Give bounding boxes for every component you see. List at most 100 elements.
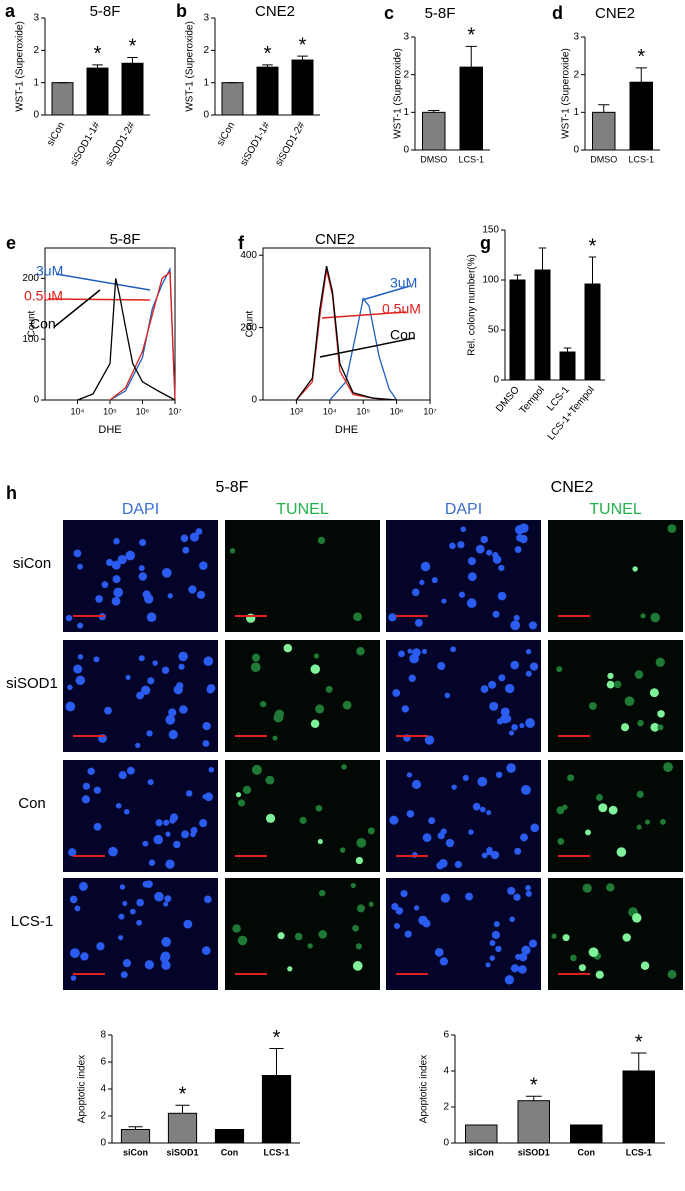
chart-title: CNE2: [595, 5, 635, 22]
cell-nucleus: [310, 664, 320, 674]
cell-nucleus: [613, 680, 622, 689]
cell-nucleus: [439, 957, 449, 966]
cell-nucleus: [113, 538, 120, 545]
cell-nucleus: [486, 810, 492, 816]
cell-nucleus: [140, 685, 151, 695]
cell-nucleus: [504, 975, 515, 985]
cell-nucleus: [122, 959, 132, 968]
cell-nucleus: [82, 782, 90, 790]
x-tick-label: Con: [221, 1147, 239, 1157]
bar: [629, 81, 653, 151]
legend-pointer: [319, 337, 415, 358]
cell-nucleus: [507, 886, 516, 895]
panel-letter: g: [480, 233, 491, 253]
histogram-curve: [109, 266, 176, 401]
cell-nucleus: [412, 648, 421, 657]
cell-nucleus: [514, 524, 525, 535]
cell-nucleus: [113, 587, 124, 598]
column-label: DAPI: [122, 501, 159, 518]
cell-nucleus: [519, 953, 528, 962]
cell-nucleus: [144, 960, 155, 970]
significance-mark: *: [467, 25, 475, 47]
bar: [622, 1070, 655, 1144]
error-bar: [175, 1104, 190, 1114]
row-label: siSOD1: [6, 675, 58, 692]
significance-mark: *: [299, 34, 307, 56]
cell-nucleus: [495, 771, 503, 779]
y-tick-label: 1: [403, 107, 409, 118]
x-tick-label: LCS-1: [628, 154, 654, 164]
legend-label: Con: [30, 316, 56, 332]
cell-nucleus: [117, 554, 127, 565]
bar: [459, 66, 483, 151]
cell-nucleus: [206, 686, 215, 694]
cell-nucleus: [125, 674, 131, 680]
cell-nucleus: [287, 966, 293, 972]
cell-nucleus: [556, 666, 563, 673]
column-label: TUNEL: [276, 501, 329, 518]
cell-nucleus: [119, 884, 126, 890]
cell-nucleus: [178, 651, 188, 662]
cell-nucleus: [481, 852, 488, 859]
micrograph: [548, 520, 683, 632]
cell-nucleus: [315, 704, 325, 714]
significance-mark: *: [530, 1074, 538, 1096]
cell-nucleus: [492, 552, 499, 559]
y-tick-label: 2: [203, 45, 209, 56]
x-tick-label: siCon: [123, 1147, 148, 1157]
cell-nucleus: [123, 809, 130, 815]
cell-nucleus: [87, 767, 95, 776]
cell-nucleus: [202, 721, 211, 731]
histogram-curve: [295, 265, 397, 401]
cell-nucleus: [557, 838, 565, 845]
error-bar: [262, 64, 273, 68]
cell-nucleus: [598, 803, 608, 813]
cell-nucleus: [644, 819, 651, 825]
x-tick-label: 10⁵: [103, 406, 117, 416]
cell-nucleus: [95, 595, 103, 603]
y-tick-label: 0: [251, 395, 257, 406]
cell-nucleus: [341, 764, 347, 770]
cell-nucleus: [118, 771, 127, 780]
cell-nucleus: [350, 882, 356, 889]
cell-nucleus: [242, 785, 252, 795]
cell-nucleus: [170, 813, 179, 822]
cell-nucleus: [475, 544, 485, 554]
significance-mark: *: [589, 235, 597, 257]
cell-nucleus: [418, 915, 428, 925]
cell-nucleus: [148, 859, 156, 866]
cell-nucleus: [636, 824, 642, 830]
micrograph: [225, 520, 380, 632]
cell-nucleus: [404, 930, 412, 938]
cell-nucleus: [451, 784, 457, 790]
cell-nucleus: [70, 948, 80, 959]
cell-nucleus: [318, 930, 328, 939]
x-tick-label: 10⁴: [323, 406, 337, 416]
cell-nucleus: [250, 662, 261, 673]
legend-label: 3uM: [390, 275, 417, 291]
y-axis-label: Rel. colony number(%): [467, 254, 478, 356]
plot-frame: [44, 247, 176, 401]
cell-nucleus: [391, 902, 399, 911]
cell-nucleus: [529, 662, 539, 671]
cell-nucleus: [406, 772, 413, 778]
panel-letter: b: [176, 1, 187, 21]
cell-nucleus: [640, 613, 646, 619]
cell-nucleus: [657, 710, 665, 718]
cell-nucleus: [489, 701, 499, 711]
cell-nucleus: [294, 932, 303, 941]
cell-nucleus: [101, 581, 109, 589]
cell-nucleus: [195, 528, 203, 535]
cell-nucleus: [431, 577, 438, 584]
y-tick-label: 0: [100, 1138, 106, 1149]
cell-nucleus: [146, 730, 153, 737]
cell-nucleus: [367, 827, 375, 835]
cell-nucleus: [667, 969, 677, 979]
cell-nucleus: [147, 677, 155, 685]
significance-mark: *: [94, 43, 102, 65]
cell-nucleus: [513, 614, 520, 621]
cell-nucleus: [272, 735, 278, 741]
cell-nucleus: [179, 705, 188, 714]
cell-nucleus: [237, 799, 246, 807]
